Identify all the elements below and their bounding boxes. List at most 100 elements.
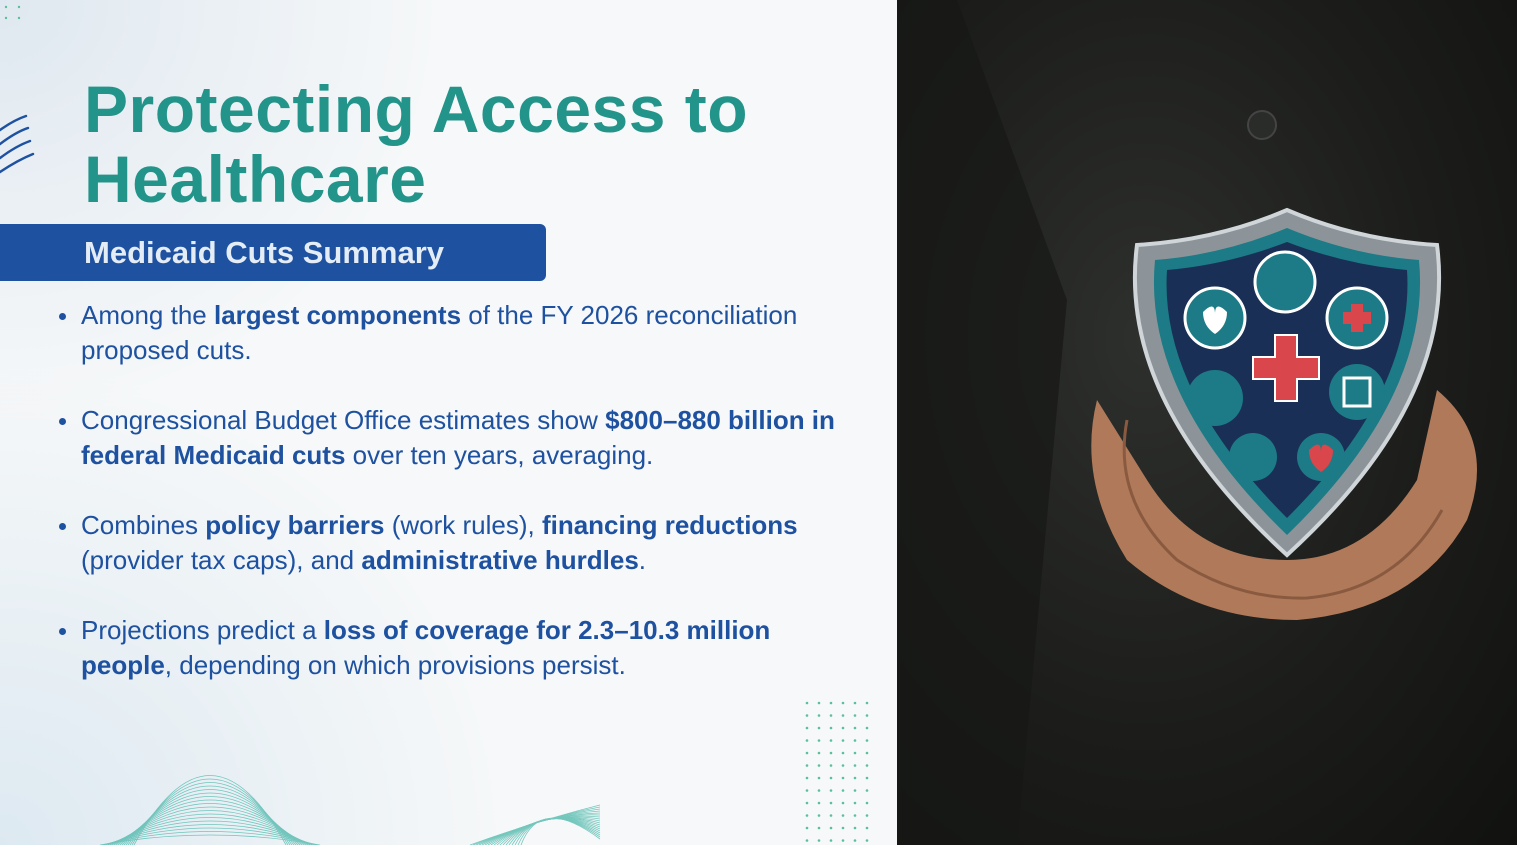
wave-line — [99, 804, 601, 845]
grid-dot — [865, 801, 869, 805]
grid-dot — [805, 726, 809, 730]
subtitle-banner: Medicaid Cuts Summary — [0, 224, 546, 281]
grid-dot — [853, 739, 857, 742]
grid-dot — [817, 826, 821, 830]
bullet-text: over ten years, averaging. — [345, 440, 654, 470]
grid-dot — [829, 801, 833, 805]
grid-dot — [805, 839, 809, 842]
grid-dot — [853, 814, 857, 817]
grid-dot — [853, 776, 857, 780]
dot-grid-decoration-icon — [805, 701, 869, 842]
caduceus-icon — [1253, 250, 1317, 314]
bullet-text: (work rules), — [384, 510, 542, 540]
grid-dot — [805, 789, 809, 792]
clipboard-icon — [1329, 364, 1385, 420]
grid-dot — [805, 801, 809, 805]
bullet-text: Among the — [81, 300, 214, 330]
grid-dot — [805, 739, 809, 742]
grid-dot — [829, 814, 833, 817]
bullet-text: . — [638, 545, 647, 575]
grid-dot — [829, 714, 833, 717]
grid-dot — [805, 751, 809, 755]
grid-dot — [829, 764, 833, 767]
bullet-text: , depending on which provisions persist. — [164, 650, 626, 680]
grid-dot — [853, 789, 857, 792]
grid-dot — [829, 789, 833, 792]
bullet-item: Among the largest components of the FY 2… — [56, 298, 856, 368]
stethoscope-heart-icon — [1187, 370, 1243, 426]
grid-dot — [841, 826, 845, 830]
grid-dot — [805, 826, 809, 830]
grid-dot — [817, 764, 821, 767]
wave-line — [109, 814, 601, 845]
grid-dot — [817, 739, 821, 742]
grid-dot — [841, 714, 845, 717]
bullet-emphasis: largest components — [213, 300, 462, 330]
bullet-text: Congressional Budget Office estimates sh… — [81, 405, 606, 435]
grid-dot — [865, 789, 869, 792]
grid-dot — [841, 776, 845, 780]
grid-dot — [865, 751, 869, 755]
bullet-text: of the FY 2026 reconciliation proposed c… — [81, 300, 798, 365]
bullet-item: Projections predict a loss of coverage f… — [56, 613, 856, 683]
grid-dot — [817, 814, 821, 817]
medical-cross-icon — [1252, 334, 1320, 402]
grid-dot — [865, 764, 869, 767]
grid-dot — [841, 839, 845, 842]
grid-dot — [865, 776, 869, 780]
wave-line — [117, 803, 601, 845]
grid-dot — [865, 826, 869, 830]
grid-dot — [805, 776, 809, 780]
slide-content: Protecting Access to Healthcare Medicaid… — [0, 0, 897, 845]
grid-dot — [817, 789, 821, 792]
grid-dot — [829, 839, 833, 842]
bullet-text: (provider tax caps), and — [81, 545, 362, 575]
grid-dot — [853, 839, 857, 842]
grid-dot — [841, 789, 845, 792]
grid-dot — [817, 751, 821, 755]
wave-line — [127, 785, 601, 845]
hands — [1091, 390, 1477, 620]
wave-line — [121, 796, 601, 845]
bullet-emphasis: policy barriers — [205, 510, 385, 540]
grid-dot — [853, 701, 857, 705]
grid-dot — [865, 726, 869, 730]
grid-dot — [841, 801, 845, 805]
grid-dot — [841, 751, 845, 755]
grid-dot — [853, 826, 857, 830]
bullet-emphasis: $800–880 billion in federal Medicaid cut… — [81, 405, 835, 470]
grid-dot — [865, 701, 869, 705]
wave-line — [133, 775, 601, 845]
grid-dot — [805, 764, 809, 767]
grid-dot — [829, 701, 833, 705]
bullet-emphasis: financing reductions — [541, 510, 798, 540]
wave-line — [129, 782, 601, 845]
grid-dot — [841, 726, 845, 730]
grid-dot — [829, 726, 833, 730]
bullet-item: Combines policy barriers (work rules), f… — [56, 508, 856, 578]
bullet-list: Among the largest components of the FY 2… — [56, 298, 856, 718]
grid-dot — [829, 739, 833, 742]
hands-shield-photo — [897, 0, 1517, 845]
grid-dot — [817, 839, 821, 842]
grid-dot — [841, 764, 845, 767]
grid-dot — [853, 714, 857, 717]
title-line-1: Protecting Access to — [84, 72, 749, 146]
grid-dot — [817, 714, 821, 717]
bullet-item: Congressional Budget Office estimates sh… — [56, 403, 856, 473]
grid-dot — [817, 726, 821, 730]
bullet-emphasis: loss of coverage for 2.3–10.3 million pe… — [81, 615, 771, 680]
bullet-text: Combines — [81, 510, 206, 540]
grid-dot — [805, 814, 809, 817]
grid-dot — [853, 801, 857, 805]
bullet-text: Projections predict a — [81, 615, 324, 645]
subtitle: Medicaid Cuts Summary — [84, 235, 445, 270]
grid-dot — [817, 776, 821, 780]
grid-dot — [841, 814, 845, 817]
dots-decoration-icon — [4, 5, 21, 20]
title-line-2: Healthcare — [84, 142, 427, 216]
grid-dot — [805, 701, 809, 705]
grid-dot — [865, 739, 869, 742]
shield-illustration — [897, 0, 1477, 845]
grid-dot — [865, 814, 869, 817]
